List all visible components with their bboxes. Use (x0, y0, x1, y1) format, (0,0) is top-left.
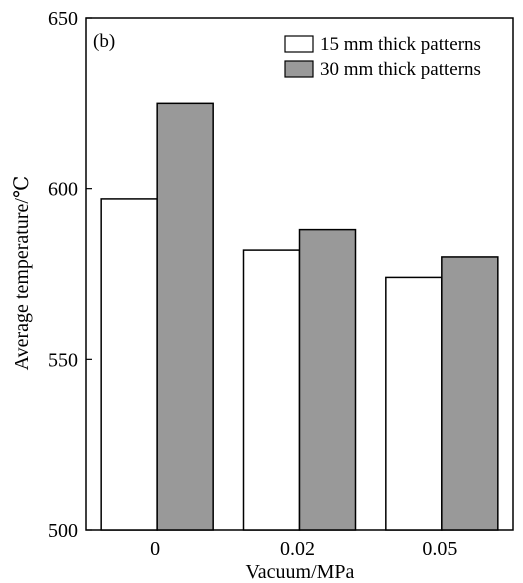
legend: 15 mm thick patterns 30 mm thick pattern… (284, 34, 481, 80)
y-tick-label: 650 (48, 8, 78, 30)
legend-swatch-15mm (284, 35, 314, 53)
y-tick-label: 600 (48, 179, 78, 201)
bar-30mm-0.05 (441, 256, 499, 531)
x-axis-title: Vacuum/MPa (246, 561, 355, 583)
bar-15mm-0.05 (385, 276, 443, 531)
bars (100, 102, 499, 531)
y-axis-title: Average temperature/℃ (11, 176, 33, 371)
legend-label-30mm: 30 mm thick patterns (320, 59, 481, 80)
legend-swatch-30mm (284, 60, 314, 78)
panel-label: (b) (93, 31, 115, 52)
y-tick-label: 500 (48, 520, 78, 542)
x-tick-label: 0.05 (422, 538, 457, 560)
bar-30mm-0 (156, 102, 214, 531)
x-tick-label: 0.02 (280, 538, 315, 560)
y-axis: 500 550 600 650 (48, 8, 92, 542)
bar-15mm-0.02 (242, 249, 301, 531)
y-tick-label: 550 (48, 349, 78, 371)
x-axis: 0 0.02 0.05 (150, 524, 457, 560)
legend-label-15mm: 15 mm thick patterns (320, 34, 481, 55)
bar-30mm-0.02 (298, 228, 357, 531)
bar-15mm-0 (100, 198, 158, 531)
x-tick-label: 0 (150, 538, 160, 560)
